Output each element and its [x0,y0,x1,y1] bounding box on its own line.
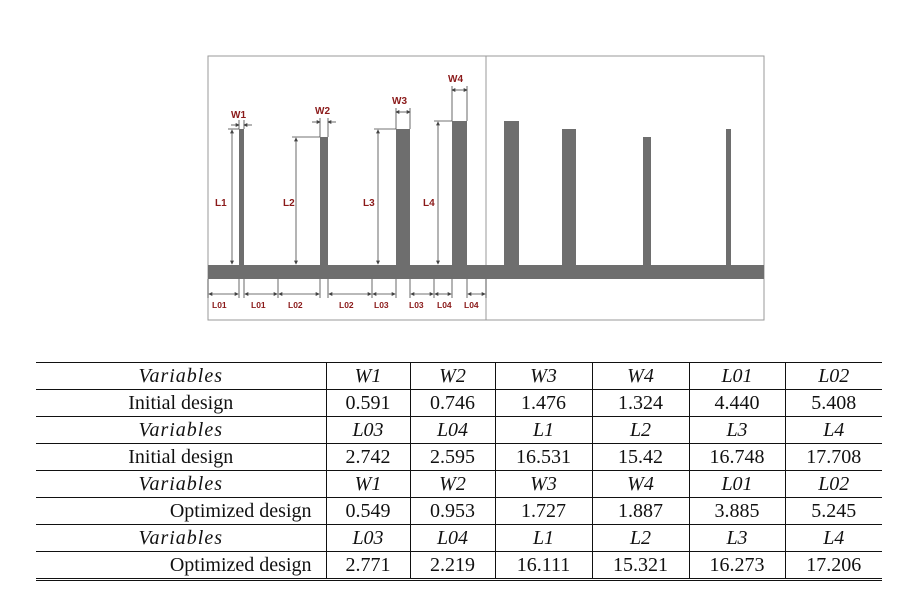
variable-name-cell: W4 [591,362,689,390]
value-cell: 0.953 [409,497,495,525]
stub-1 [239,129,244,265]
variable-name-cell: L2 [591,416,689,444]
row-header-design: Optimized design [36,497,326,525]
value-cell: 17.708 [784,443,882,471]
label-l3: L3 [363,198,375,209]
feed-line [208,265,764,279]
variable-name-cell: L04 [409,524,495,552]
stub-right-4 [726,129,731,265]
variable-name-cell: W2 [409,362,495,390]
value-cell: 15.321 [591,551,689,581]
table-row: Variables W1 W2 W3 W4 L01 L02 [36,362,882,390]
table-row: Optimized design 0.549 0.953 1.727 1.887 3.88… [36,497,882,525]
variable-name-cell: W4 [591,470,689,498]
variable-name-cell: L01 [688,362,785,390]
label-l01-b: L01 [251,300,266,310]
row-header-variables: Variables [36,470,326,498]
length-dimensions [228,120,452,265]
width-dimensions [231,86,468,137]
stub-2 [320,137,328,265]
row-header-design: Initial design [36,443,326,471]
value-cell: 1.476 [494,389,592,417]
antenna-geometry-figure: W1 W2 W3 W4 L1 L2 L3 L4 L01 L01 L02 L02 … [207,55,765,321]
value-cell: 16.531 [494,443,592,471]
value-cell: 5.408 [784,389,882,417]
value-cell: 3.885 [688,497,785,525]
value-cell: 2.742 [325,443,410,471]
label-l04-a: L04 [437,300,452,310]
variable-name-cell: L01 [688,470,785,498]
value-cell: 1.727 [494,497,592,525]
row-header-variables: Variables [36,524,326,552]
stub-right-1 [504,121,519,265]
table-row: Initial design 2.742 2.595 16.531 15.42 16.74… [36,443,882,471]
variable-name-cell: L3 [688,524,785,552]
variable-name-cell: L04 [409,416,495,444]
label-l04-b: L04 [464,300,479,310]
spacing-dimensions [207,279,487,298]
variable-name-cell: W3 [494,470,592,498]
label-w2: W2 [315,106,330,117]
variable-name-cell: L03 [325,416,410,444]
label-l4: L4 [423,198,435,209]
label-l02-b: L02 [339,300,354,310]
variable-name-cell: L2 [591,524,689,552]
value-cell: 16.748 [688,443,785,471]
variable-name-cell: L3 [688,416,785,444]
value-cell: 16.111 [494,551,592,581]
label-l1: L1 [215,198,227,209]
table-row: Variables L03 L04 L1 L2 L3 L4 [36,416,882,444]
table-row: Optimized design 2.771 2.219 16.111 15.321 16… [36,551,882,581]
value-cell: 17.206 [784,551,882,581]
variable-name-cell: W1 [325,470,410,498]
label-l03-b: L03 [409,300,424,310]
label-w4: W4 [448,74,463,85]
stub-3 [396,129,410,265]
label-l03-a: L03 [374,300,389,310]
value-cell: 0.746 [409,389,495,417]
label-l02-a: L02 [288,300,303,310]
variable-name-cell: L02 [784,362,882,390]
variable-name-cell: W3 [494,362,592,390]
value-cell: 5.245 [784,497,882,525]
variable-name-cell: L1 [494,524,592,552]
variable-name-cell: W1 [325,362,410,390]
value-cell: 1.887 [591,497,689,525]
label-l2: L2 [283,198,295,209]
value-cell: 4.440 [688,389,785,417]
design-parameters-table: Variables W1 W2 W3 W4 L01 L02 Initial design 0.5… [36,362,882,581]
value-cell: 2.219 [409,551,495,581]
row-header-variables: Variables [36,416,326,444]
table-row: Variables W1 W2 W3 W4 L01 L02 [36,470,882,498]
stub-right-3 [643,137,651,265]
variable-name-cell: L4 [784,416,882,444]
row-header-design: Optimized design [36,551,326,581]
value-cell: 1.324 [591,389,689,417]
label-w1: W1 [231,110,246,121]
value-cell: 0.591 [325,389,410,417]
label-w3: W3 [392,96,407,107]
table-row: Initial design 0.591 0.746 1.476 1.324 4.440 5… [36,389,882,417]
value-cell: 15.42 [591,443,689,471]
value-cell: 16.273 [688,551,785,581]
stub-4 [452,121,467,265]
value-cell: 2.771 [325,551,410,581]
row-header-design: Initial design [36,389,326,417]
value-cell: 2.595 [409,443,495,471]
row-header-variables: Variables [36,362,326,390]
value-cell: 0.549 [325,497,410,525]
label-l01-a: L01 [212,300,227,310]
variable-name-cell: L4 [784,524,882,552]
stub-right-2 [562,129,576,265]
variable-name-cell: L02 [784,470,882,498]
variable-name-cell: L1 [494,416,592,444]
variable-name-cell: W2 [409,470,495,498]
table-row: Variables L03 L04 L1 L2 L3 L4 [36,524,882,552]
variable-name-cell: L03 [325,524,410,552]
